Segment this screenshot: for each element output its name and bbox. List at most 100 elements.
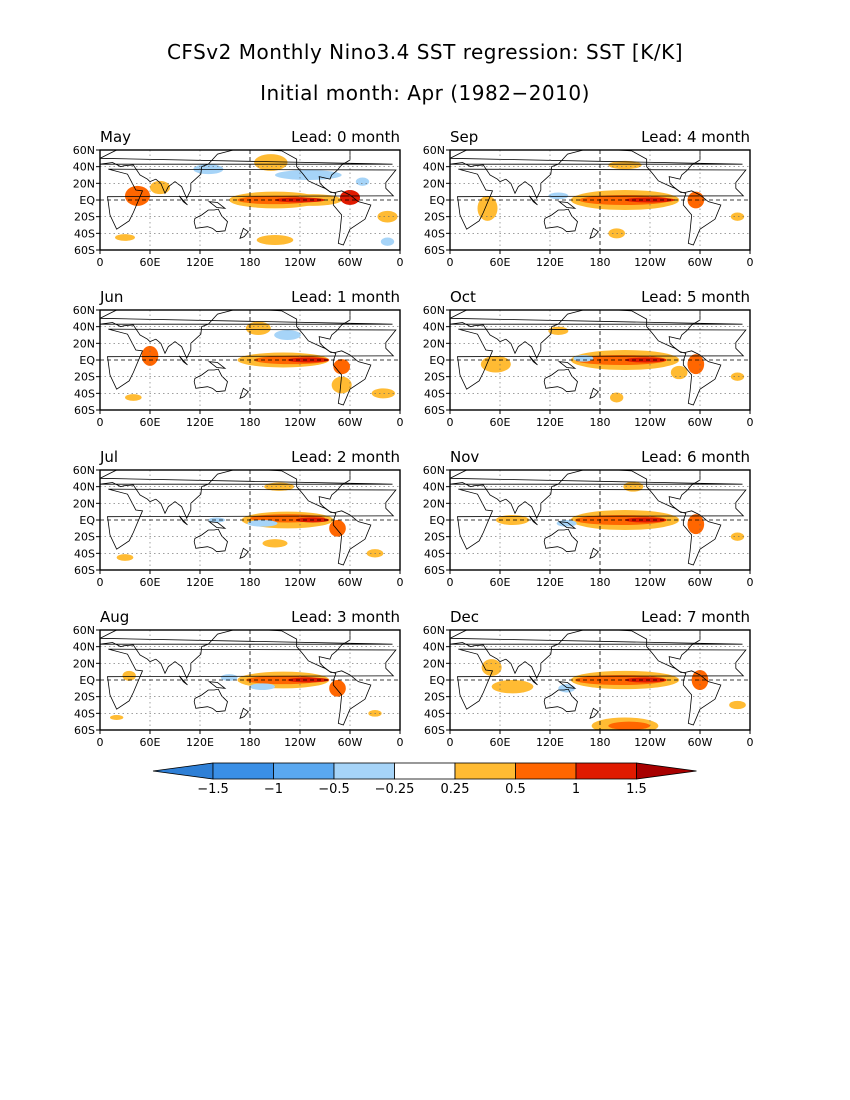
lat-tick-label: 40N xyxy=(73,481,95,494)
sst-anomaly-patch xyxy=(730,372,745,381)
coastline xyxy=(616,150,722,246)
sst-anomaly-patch xyxy=(208,517,226,523)
coastline xyxy=(450,470,743,520)
lat-tick-label: EQ xyxy=(79,354,95,367)
panel-month-label: Aug xyxy=(100,608,129,626)
figure-subtitle: Initial month: Apr (1982−2010) xyxy=(260,81,590,105)
coastline xyxy=(207,681,227,689)
panel-month-label: Nov xyxy=(450,448,479,466)
coastline xyxy=(557,681,577,689)
lat-tick-label: 40S xyxy=(424,227,445,240)
lat-tick-label: EQ xyxy=(429,674,445,687)
lat-tick-label: EQ xyxy=(429,194,445,207)
coastline xyxy=(543,368,578,393)
coastline xyxy=(107,168,397,230)
lat-tick-label: 40N xyxy=(423,481,445,494)
coastline xyxy=(450,630,743,680)
sst-anomaly-patch xyxy=(480,355,511,373)
map-panel: 0 60E 120E 180 120W 60W 0 60N 40N 20N EQ 20S 40S 60S N… xyxy=(423,448,754,589)
panel-lead-label: Lead: 0 month xyxy=(291,128,400,146)
sst-anomaly-patch xyxy=(245,321,271,336)
map-panel: 0 60E 120E 180 120W 60W 0 60N 40N 20N EQ 20S 40S 60S J… xyxy=(73,288,404,429)
sst-anomaly-patch xyxy=(333,359,350,375)
coastline xyxy=(193,528,228,553)
coastline xyxy=(100,630,393,680)
sst-anomaly-patch xyxy=(287,357,330,363)
coastline xyxy=(589,387,599,400)
colorbar-label: −1.5 xyxy=(197,782,229,797)
lat-tick-label: 60N xyxy=(423,304,445,317)
coastline xyxy=(528,515,538,526)
sst-anomaly-patch xyxy=(556,520,577,527)
sst-anomaly-patch xyxy=(274,330,301,340)
lat-tick-label: 60N xyxy=(423,464,445,477)
lon-tick-label: 0 xyxy=(747,416,754,429)
coastline xyxy=(239,227,249,240)
lon-tick-label: 120E xyxy=(186,576,214,589)
lon-tick-label: 120E xyxy=(536,736,564,749)
lat-tick-label: 20N xyxy=(73,497,95,510)
colorbar-label: −0.5 xyxy=(318,782,350,797)
lat-tick-label: 60N xyxy=(423,624,445,637)
coastline xyxy=(616,630,722,726)
lon-tick-label: 180 xyxy=(240,736,261,749)
lon-tick-label: 60E xyxy=(140,736,161,749)
coastline xyxy=(239,547,249,560)
lon-tick-label: 60E xyxy=(490,416,511,429)
lon-tick-label: 120E xyxy=(536,416,564,429)
lon-tick-label: 60W xyxy=(338,256,363,269)
colorbar-segment xyxy=(333,762,395,780)
lat-tick-label: 40S xyxy=(424,387,445,400)
sst-anomaly-patch xyxy=(116,554,134,561)
sst-anomaly-patch xyxy=(729,700,746,710)
sst-anomaly-patch xyxy=(340,190,360,205)
lon-tick-label: 120E xyxy=(536,576,564,589)
colorbar-label: 1.5 xyxy=(626,782,647,797)
lon-tick-label: 120W xyxy=(634,256,666,269)
coastline xyxy=(193,368,228,393)
lon-tick-label: 60E xyxy=(140,256,161,269)
lat-tick-label: 40S xyxy=(74,387,95,400)
lon-tick-label: 180 xyxy=(590,736,611,749)
lon-tick-label: 120W xyxy=(634,736,666,749)
coastline xyxy=(457,648,747,710)
coastline xyxy=(239,387,249,400)
lon-tick-label: 0 xyxy=(97,256,104,269)
coastline xyxy=(589,707,599,720)
colorbar-arrow-low xyxy=(152,762,214,780)
lon-tick-label: 180 xyxy=(590,576,611,589)
map-panel: 0 60E 120E 180 120W 60W 0 60N 40N 20N EQ 20S 40S 60S S… xyxy=(423,128,754,269)
sst-anomaly-patch xyxy=(548,192,569,200)
sst-anomaly-patch xyxy=(491,680,534,694)
sst-anomaly-patch xyxy=(495,515,530,525)
sst-anomaly-patch xyxy=(730,212,745,221)
coastline xyxy=(239,707,249,720)
lat-tick-label: 20N xyxy=(73,177,95,190)
sst-anomaly-patch xyxy=(124,394,142,401)
lon-tick-label: 0 xyxy=(97,576,104,589)
lat-tick-label: 40N xyxy=(73,321,95,334)
coastline xyxy=(616,470,722,566)
map-panel: 0 60E 120E 180 120W 60W 0 60N 40N 20N EQ 20S 40S 60S A… xyxy=(73,608,404,749)
sst-anomaly-patch xyxy=(558,684,576,693)
panel-lead-label: Lead: 3 month xyxy=(291,608,400,626)
lat-tick-label: 40N xyxy=(423,161,445,174)
colorbar: −1.5 −1 −0.5 −0.25 0.25 0.5 1 1.5 xyxy=(152,762,697,797)
coastline xyxy=(543,688,578,713)
colorbar-label: −0.25 xyxy=(375,782,415,797)
coastline xyxy=(557,521,577,529)
sst-anomaly-patch xyxy=(687,514,705,535)
lon-tick-label: 0 xyxy=(397,416,404,429)
sst-anomaly-patch xyxy=(670,365,688,380)
lat-tick-label: 40S xyxy=(74,227,95,240)
lat-tick-label: 60S xyxy=(74,404,95,417)
lat-tick-label: 60N xyxy=(73,464,95,477)
sst-anomaly-patch xyxy=(687,354,705,375)
lon-tick-label: 180 xyxy=(240,416,261,429)
coastline xyxy=(178,195,188,206)
sst-anomaly-patch xyxy=(329,520,346,537)
lon-tick-label: 60E xyxy=(490,576,511,589)
lon-tick-label: 0 xyxy=(447,576,454,589)
coastline xyxy=(193,688,228,713)
sst-anomaly-patch xyxy=(220,674,238,681)
